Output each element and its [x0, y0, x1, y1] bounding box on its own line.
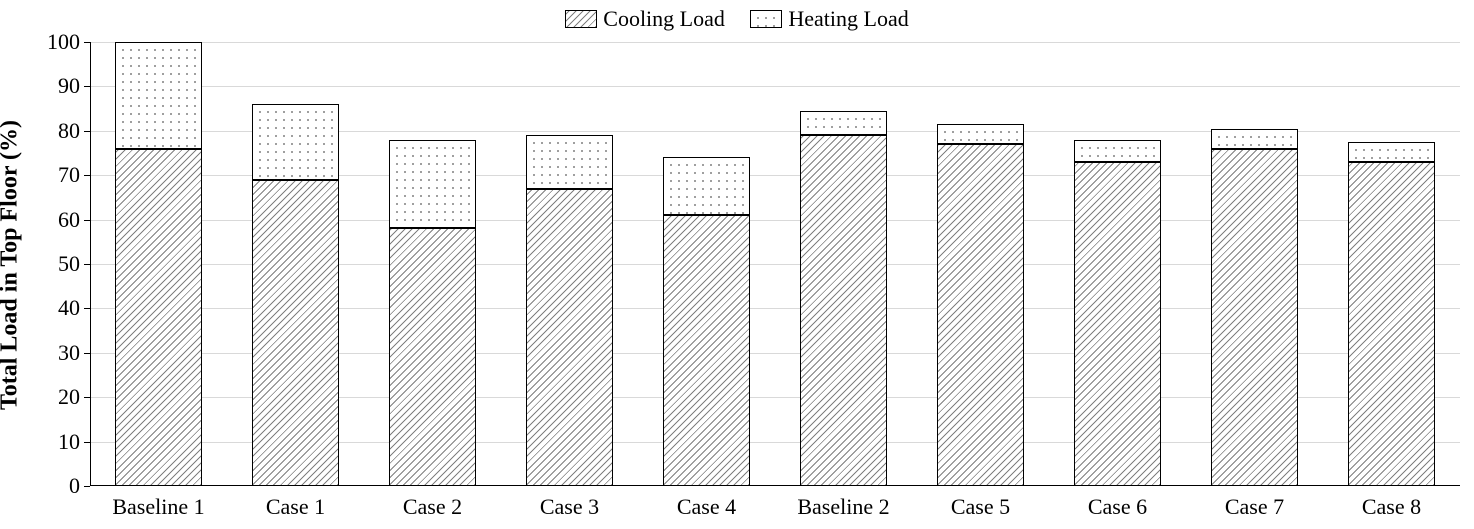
bar-segment-heating: [526, 135, 612, 188]
bar-segment-cooling: [1074, 162, 1160, 486]
chart-container: Cooling Load Heating Load Total Load in …: [0, 0, 1474, 529]
bar-segment-cooling: [937, 144, 1023, 486]
ytick-label: 70: [58, 162, 80, 188]
ytick-label: 60: [58, 207, 80, 233]
xtick-label: Case 2: [403, 494, 462, 520]
ytick-label: 0: [69, 473, 80, 499]
bar-segment-cooling: [115, 149, 201, 486]
bar-segment-heating: [937, 124, 1023, 144]
gridline: [90, 42, 1460, 43]
y-axis: [90, 42, 91, 486]
xtick-label: Case 7: [1225, 494, 1284, 520]
xtick-label: Baseline 2: [797, 494, 889, 520]
ytick-label: 100: [47, 29, 80, 55]
bar-segment-heating: [663, 157, 749, 215]
bar-segment-heating: [800, 111, 886, 135]
ytick-label: 30: [58, 340, 80, 366]
bar-segment-heating: [252, 104, 338, 179]
legend-label-heating: Heating Load: [788, 6, 908, 32]
bar-segment-cooling: [526, 189, 612, 486]
ytick-label: 40: [58, 295, 80, 321]
legend-label-cooling: Cooling Load: [603, 6, 725, 32]
bar-segment-heating: [389, 140, 475, 229]
legend-item-heating: Heating Load: [750, 6, 908, 32]
bar-segment-heating: [1074, 140, 1160, 162]
legend: Cooling Load Heating Load: [0, 6, 1474, 34]
ytick-label: 50: [58, 251, 80, 277]
ytick-label: 90: [58, 73, 80, 99]
bar-segment-heating: [1348, 142, 1434, 162]
legend-item-cooling: Cooling Load: [565, 6, 725, 32]
bar-segment-cooling: [389, 228, 475, 486]
plot-area: 0102030405060708090100Baseline 1Case 1Ca…: [90, 42, 1460, 486]
y-axis-label: Total Load in Top Floor (%): [0, 119, 24, 409]
bar-segment-heating: [1211, 129, 1297, 149]
bar-segment-cooling: [663, 215, 749, 486]
xtick-label: Case 3: [540, 494, 599, 520]
xtick-label: Case 4: [677, 494, 736, 520]
legend-swatch-cooling-hatch-icon: [565, 10, 597, 28]
bar-segment-cooling: [252, 180, 338, 486]
gridline: [90, 86, 1460, 87]
ytick-mark: [84, 486, 90, 487]
ytick-label: 10: [58, 429, 80, 455]
legend-swatch-heating-dots-icon: [750, 10, 782, 28]
bar-segment-heating: [115, 42, 201, 149]
bar-segment-cooling: [1348, 162, 1434, 486]
xtick-label: Case 8: [1362, 494, 1421, 520]
xtick-label: Baseline 1: [112, 494, 204, 520]
xtick-label: Case 6: [1088, 494, 1147, 520]
ytick-label: 20: [58, 384, 80, 410]
ytick-label: 80: [58, 118, 80, 144]
xtick-label: Case 5: [951, 494, 1010, 520]
xtick-label: Case 1: [266, 494, 325, 520]
bar-segment-cooling: [800, 135, 886, 486]
bar-segment-cooling: [1211, 149, 1297, 486]
